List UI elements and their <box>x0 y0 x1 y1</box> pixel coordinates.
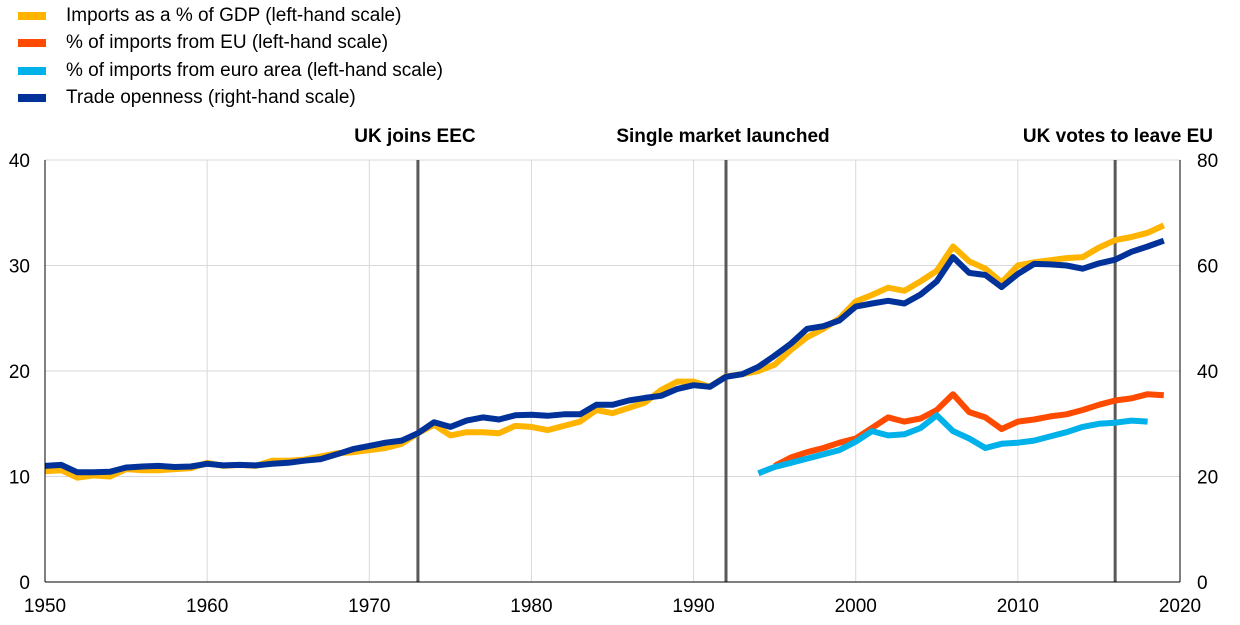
chart-legend: Imports as a % of GDP (left-hand scale) … <box>18 2 443 112</box>
event-labels: UK joins EEC Single market launched UK vot… <box>354 126 1213 147</box>
y-left-tick-label: 0 <box>19 573 30 594</box>
legend-entry: Imports as a % of GDP (left-hand scale) <box>18 2 443 30</box>
legend-label: Trade openness (right-hand scale) <box>66 87 356 109</box>
legend-label: % of imports from EU (left-hand scale) <box>66 32 389 54</box>
x-tick-label: 1950 <box>24 596 66 617</box>
y-left-tick-label: 10 <box>9 468 30 489</box>
event-label: UK votes to leave EU <box>1023 126 1213 147</box>
legend-label: Imports as a % of GDP (left-hand scale) <box>66 4 402 26</box>
grid-lines <box>44 159 1181 583</box>
series-lines <box>44 222 1166 481</box>
y-left-tick-label: 30 <box>9 257 30 278</box>
event-label: UK joins EEC <box>354 126 476 147</box>
legend-swatch <box>18 94 46 103</box>
legend-swatch <box>18 39 46 48</box>
y-right-tick-label: 40 <box>1197 362 1218 383</box>
y-right-tick-label: 80 <box>1197 151 1218 172</box>
legend-entry: Trade openness (right-hand scale) <box>18 85 443 113</box>
x-tick-label: 1970 <box>348 596 390 617</box>
series-line <box>757 412 1148 477</box>
x-tick-label: 1990 <box>672 596 714 617</box>
y-left-tick-label: 20 <box>9 362 30 383</box>
x-tick-label: 1980 <box>510 596 552 617</box>
y-right-tick-label: 60 <box>1197 257 1218 278</box>
x-tick-label: 2020 <box>1159 596 1201 617</box>
legend-swatch <box>18 66 46 75</box>
event-label: Single market launched <box>616 126 829 147</box>
axes <box>44 160 1181 583</box>
series-line <box>44 222 1166 481</box>
x-tick-label: 1960 <box>186 596 228 617</box>
x-tick-label: 2010 <box>997 596 1039 617</box>
series-line <box>44 237 1165 476</box>
tick-labels: 1950 1960 1970 1980 1990 2000 2010 202001020304… <box>9 151 1218 617</box>
legend-label: % of imports from euro area (left-hand s… <box>66 59 443 81</box>
y-right-tick-label: 0 <box>1197 573 1208 594</box>
legend-entry: % of imports from euro area (left-hand s… <box>18 57 443 85</box>
series-line <box>773 391 1165 469</box>
legend-swatch <box>18 11 46 20</box>
legend-entry: % of imports from EU (left-hand scale) <box>18 30 443 58</box>
y-right-tick-label: 20 <box>1197 468 1218 489</box>
x-tick-label: 2000 <box>835 596 877 617</box>
y-left-tick-label: 40 <box>9 151 30 172</box>
event-lines <box>416 160 1117 582</box>
